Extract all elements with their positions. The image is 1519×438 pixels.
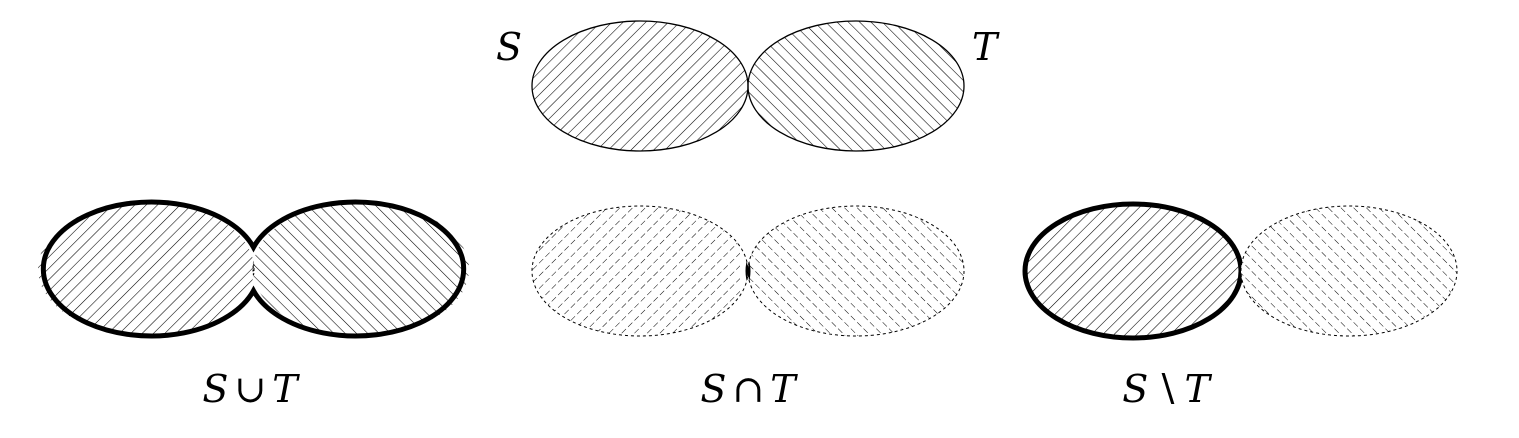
difference-set-t-fill (1241, 206, 1457, 336)
intersection-caption: S ∩ T (700, 367, 798, 411)
top-set-s-fill (532, 21, 748, 151)
intersection-caption-left: S (700, 367, 726, 411)
intersection-caption-right: T (770, 367, 798, 411)
union-boundary (40, 199, 467, 339)
difference-caption-op: ∖ (1154, 367, 1178, 411)
intersection-diagram: S ∩ T (531, 205, 965, 411)
intersection-set-s-fill (532, 206, 748, 336)
union-caption-left: S (202, 367, 228, 411)
union-caption-right: T (272, 367, 300, 411)
intersection-set-t-fill (748, 206, 964, 336)
union-set-s-fill (38, 202, 254, 336)
top-set-t-fill (748, 21, 964, 151)
union-set-t-fill (253, 202, 469, 336)
difference-caption: S ∖ T (1122, 367, 1212, 411)
difference-set-t-outline (1240, 205, 1458, 337)
set-s-label: S (496, 25, 522, 69)
union-diagram: S ∪ T (38, 199, 469, 411)
difference-diagram: S ∖ T (1022, 201, 1458, 411)
top-venn-diagram: S T (496, 20, 1000, 152)
intersection-caption-op: ∩ (732, 367, 764, 411)
set-t-label: T (972, 25, 1000, 69)
union-caption: S ∪ T (202, 367, 300, 411)
difference-boundary (1022, 201, 1244, 341)
difference-caption-left: S (1122, 367, 1148, 411)
top-set-t-outline (747, 20, 965, 152)
difference-caption-right: T (1184, 367, 1212, 411)
union-caption-op: ∪ (234, 367, 266, 411)
intersection-set-t-outline (747, 205, 965, 337)
